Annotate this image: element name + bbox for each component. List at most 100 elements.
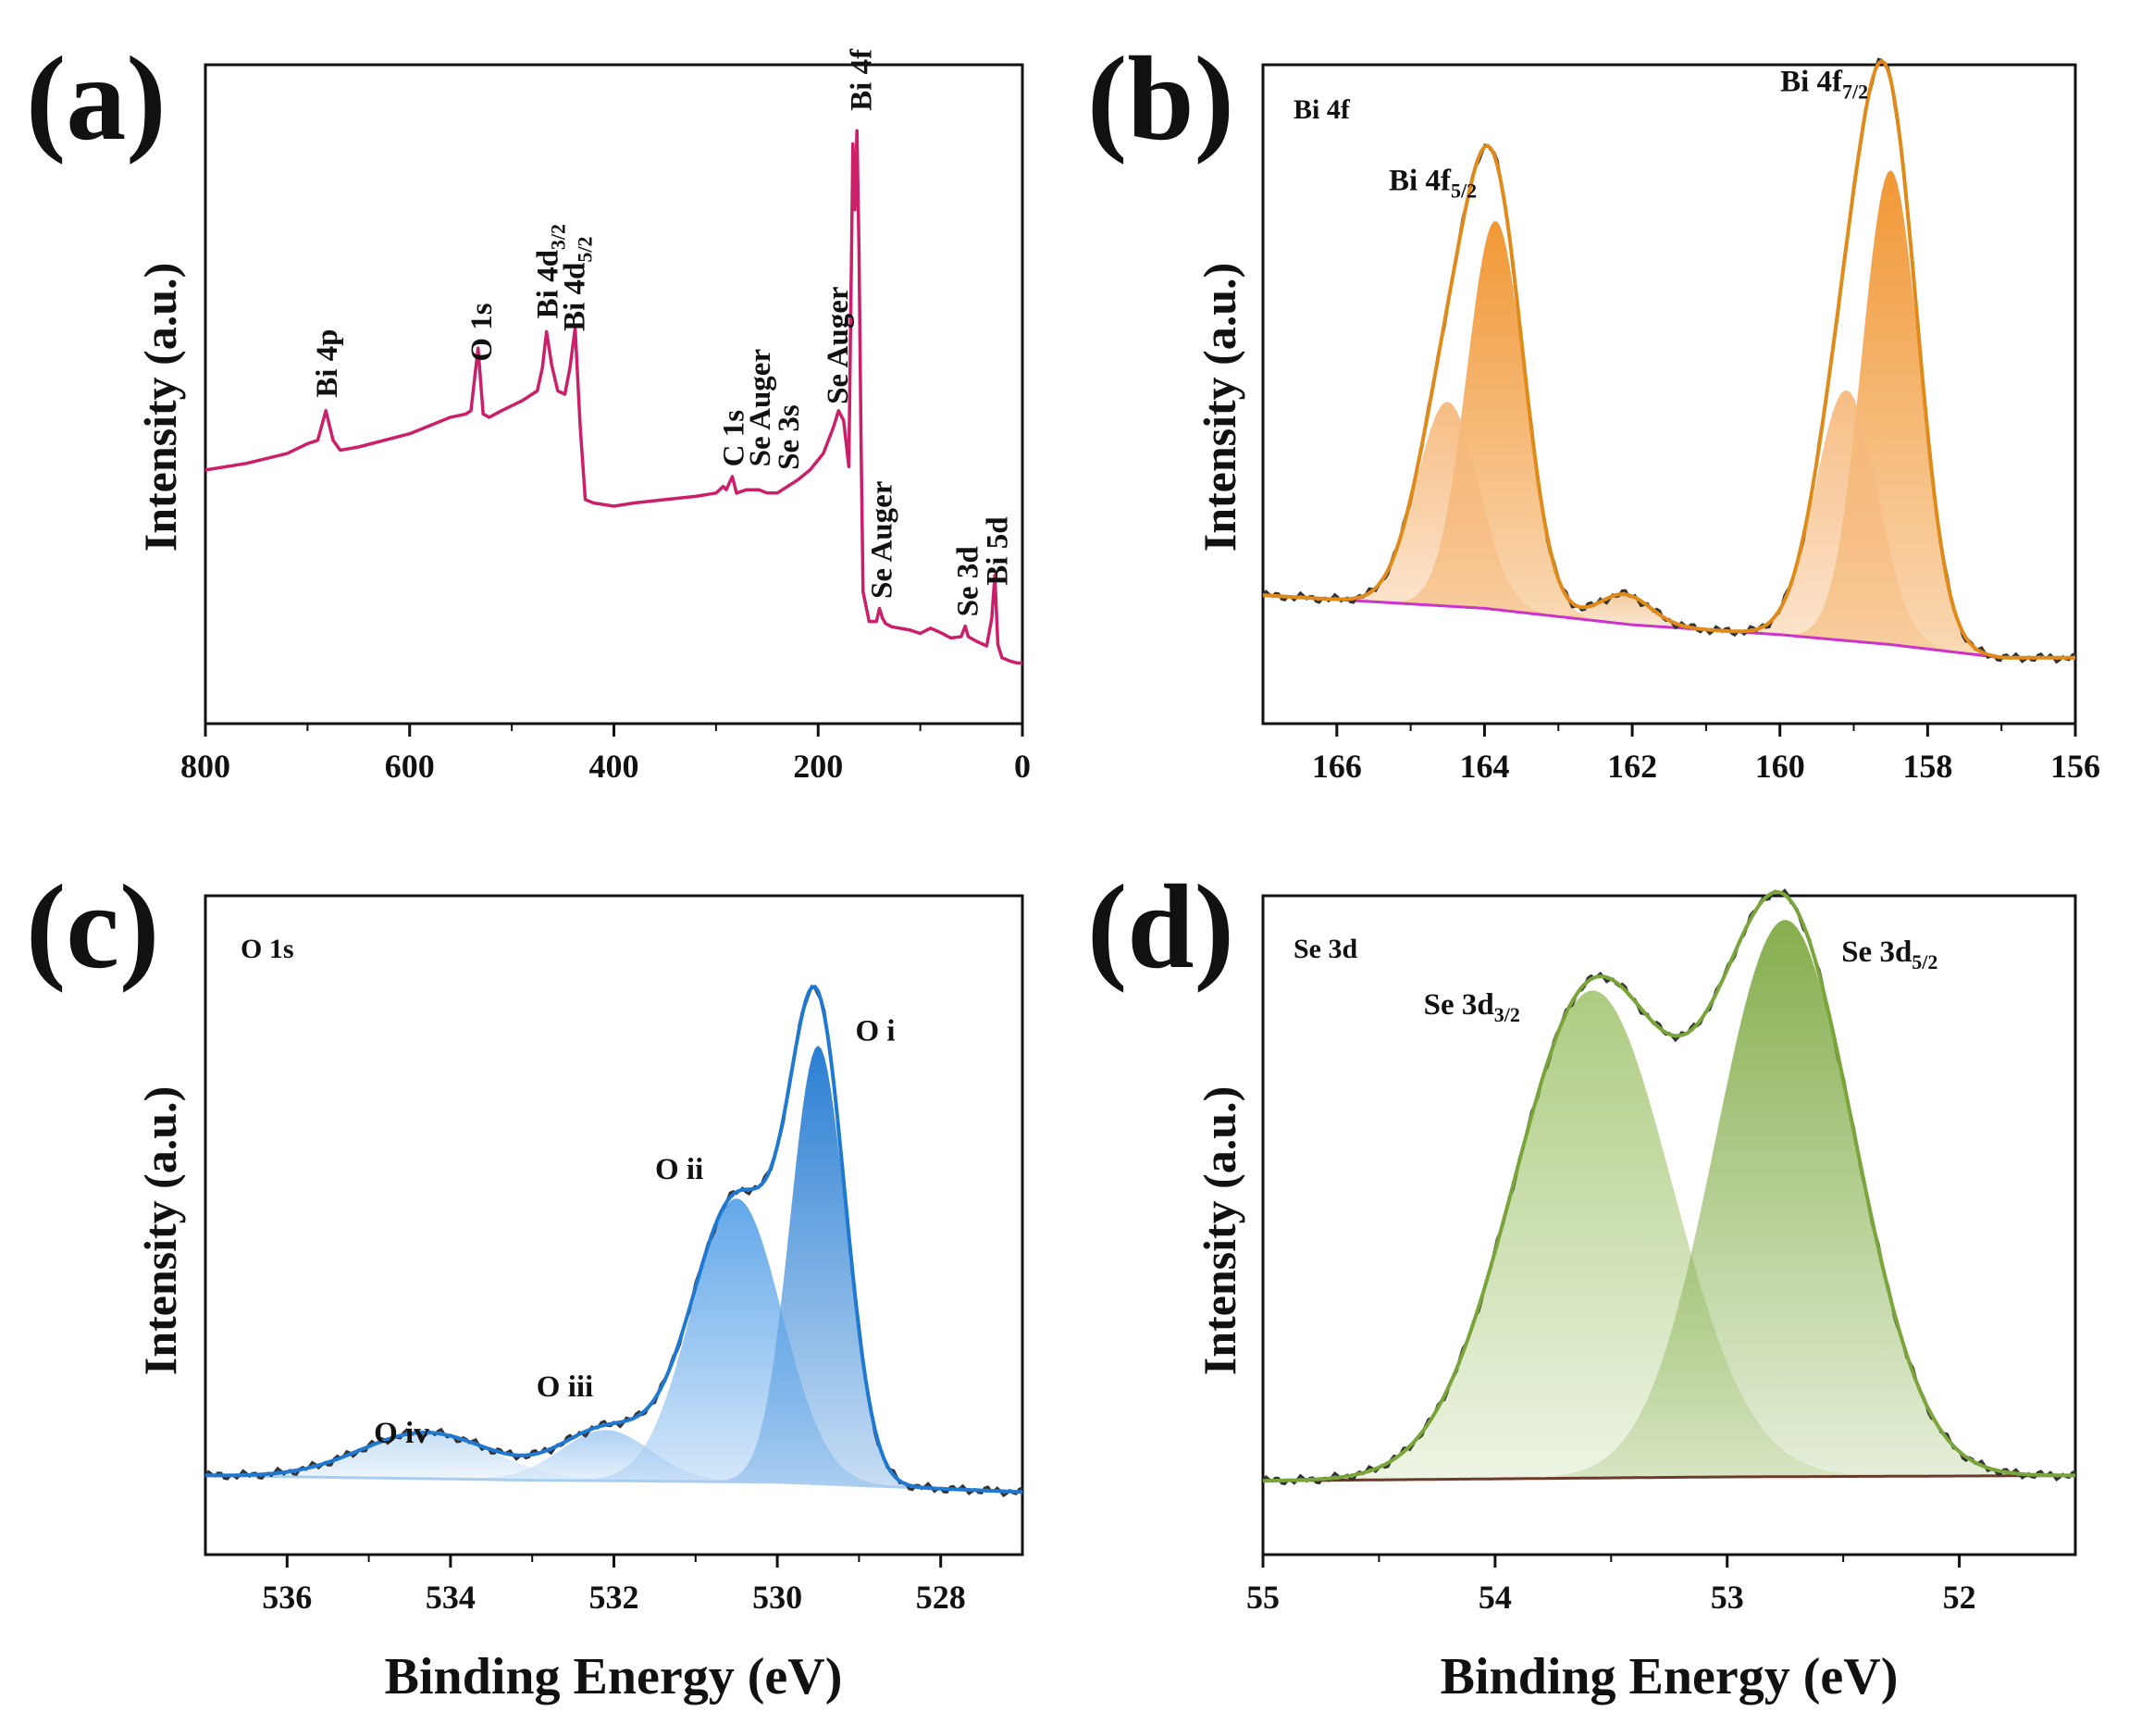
fit-envelope-line: [205, 985, 1023, 1494]
peak-label: Bi 4f5/2: [1389, 164, 1477, 202]
panel-c-o1s: (c) Intensity (a.u.) O 1s O iO iiO iiiO …: [26, 861, 1024, 1705]
panel-b-bi4f: (b) Intensity (a.u.) Bi 4f Bi 4f5/2Bi 4f…: [1087, 32, 2100, 785]
peak-label: Se Auger: [822, 286, 855, 403]
peak-label-sub: 5/2: [1912, 950, 1937, 973]
panel-c-plot: O i O ii O iii O iv: [204, 984, 1023, 1498]
x-tick-label: 162: [1607, 748, 1657, 785]
x-tick-label: 200: [793, 748, 843, 785]
panel-d-se3d: (d) Intensity (a.u.) Se 3d Se 3d3/2Se 3d…: [1087, 861, 2077, 1705]
peak-label-main: Se Auger: [744, 349, 777, 466]
x-tick-label: 536: [262, 1579, 312, 1616]
panel-c-xlabel: Binding Energy (eV): [385, 1648, 843, 1705]
x-tick-label: 528: [916, 1579, 966, 1616]
peak-label: Se 3d3/2: [1424, 988, 1520, 1026]
peak-label-sub: 5/2: [1451, 179, 1477, 202]
fit-component-area: [1522, 594, 1726, 631]
peak-label-sub: 5/2: [573, 236, 596, 262]
x-tick-label: 53: [1711, 1579, 1744, 1616]
fit-component-area: [557, 1198, 916, 1488]
peak-label-main: Bi 4p: [311, 329, 344, 398]
peak-label: Bi 4f: [846, 48, 879, 111]
x-tick-label: 158: [1902, 748, 1952, 785]
panel-letter-d: (d): [1087, 861, 1234, 994]
fit-envelope-line: [1262, 890, 2076, 1483]
peak-label-main: Se 3d: [1841, 936, 1912, 969]
peak-label-main: Bi 5d: [981, 516, 1014, 585]
peak-label-main: Se 3s: [773, 404, 806, 470]
peak-label: Bi 4d3/2: [532, 224, 570, 318]
panel-d-ylabel: Intensity (a.u.): [1194, 1086, 1245, 1376]
panel-a-ylabel: Intensity (a.u.): [134, 263, 186, 552]
panel-d-frame: [1261, 894, 2077, 1556]
raw-data-line: [1261, 57, 2076, 664]
panel-d-xlabel: Binding Energy (eV): [1441, 1648, 1899, 1705]
peak-label: O i: [856, 1015, 896, 1048]
background-line: [1262, 1474, 2075, 1482]
background-line: [1262, 593, 2075, 660]
peak-label: O ii: [655, 1153, 703, 1186]
raw-data-line: [204, 984, 1023, 1498]
panel-b-plot: Bi 4f5/2Bi 4f7/2: [1261, 57, 2076, 664]
x-tick-label: 532: [589, 1579, 639, 1616]
x-tick-label: 600: [385, 748, 435, 785]
peak-label-main: Bi 4d: [558, 263, 591, 331]
peak-label: O iv: [374, 1417, 429, 1450]
x-tick-label: 156: [2050, 748, 2100, 785]
panel-d-plot: Se 3d3/2Se 3d5/2: [1261, 888, 2076, 1486]
fit-component-area: [1725, 390, 1970, 654]
peak-label: Se 3d5/2: [1841, 936, 1937, 973]
fit-component-area: [1381, 221, 1610, 623]
panel-letter-a: (a): [26, 32, 167, 166]
panel-b-xticks: 166 164 162 160 158 156: [1312, 724, 2100, 785]
background-line: [205, 1474, 1023, 1494]
panel-c-xticks: 536 534 532 530 528: [262, 1555, 966, 1616]
peak-label-main: Se 3d: [951, 546, 984, 616]
panel-b-title: Bi 4f: [1293, 94, 1351, 125]
fit-component-area: [1278, 990, 1907, 1482]
peak-label-main: Bi 4f: [1389, 164, 1452, 197]
fit-envelope-line: [1262, 58, 2075, 660]
x-tick-label: 534: [426, 1579, 476, 1616]
x-tick-label: 0: [1014, 748, 1031, 785]
peak-label-main: Bi 4f: [846, 48, 879, 111]
peak-label: Bi 5d: [981, 516, 1014, 585]
x-tick-label: 55: [1246, 1579, 1280, 1616]
peak-label-sub: 3/2: [547, 224, 570, 250]
peak-label: Bi 4p: [311, 329, 344, 398]
fit-component-area: [1778, 170, 2004, 658]
peak-label-main: Bi 4d: [532, 250, 565, 318]
panel-b-frame: [1261, 63, 2077, 725]
x-tick-label: 54: [1479, 1579, 1512, 1616]
fit-component-area: [1506, 920, 2063, 1479]
peak-label-main: Se 3d: [1424, 988, 1494, 1022]
panel-c-ylabel: Intensity (a.u.): [134, 1086, 186, 1376]
fit-component-area: [708, 1046, 929, 1489]
peak-label-main: O ii: [655, 1153, 703, 1186]
x-tick-label: 800: [180, 748, 230, 785]
peak-label: O 1s: [465, 303, 499, 361]
survey-spectrum-line: [204, 129, 1022, 665]
peak-label-main: O i: [856, 1015, 896, 1048]
peak-label-main: Bi 4f: [1780, 65, 1843, 98]
peak-label: Se 3s: [773, 404, 806, 470]
x-tick-label: 400: [589, 748, 639, 785]
fit-component-area: [428, 1430, 784, 1482]
panel-d-title: Se 3d: [1293, 934, 1358, 964]
peak-label-main: O 1s: [465, 303, 499, 361]
peak-label: Se Auger: [866, 481, 899, 599]
peak-label-main: C 1s: [718, 410, 751, 467]
panel-a-xticks: 800 600 400 200 0: [180, 724, 1031, 785]
peak-label: Se Auger: [744, 349, 777, 466]
panel-d-xticks: 55 54 53 52: [1246, 1555, 1976, 1616]
peak-label: Se 3d: [951, 546, 984, 616]
panel-c-title: O 1s: [241, 934, 294, 964]
peak-label: Bi 4d5/2: [558, 236, 596, 330]
peak-label: Bi 4f7/2: [1780, 65, 1868, 103]
peak-label-main: Se Auger: [822, 286, 855, 403]
peak-label-main: O iv: [374, 1417, 429, 1450]
fit-component-area: [1325, 402, 1569, 618]
x-tick-label: 530: [752, 1579, 802, 1616]
peak-label-sub: 3/2: [1494, 1003, 1520, 1026]
